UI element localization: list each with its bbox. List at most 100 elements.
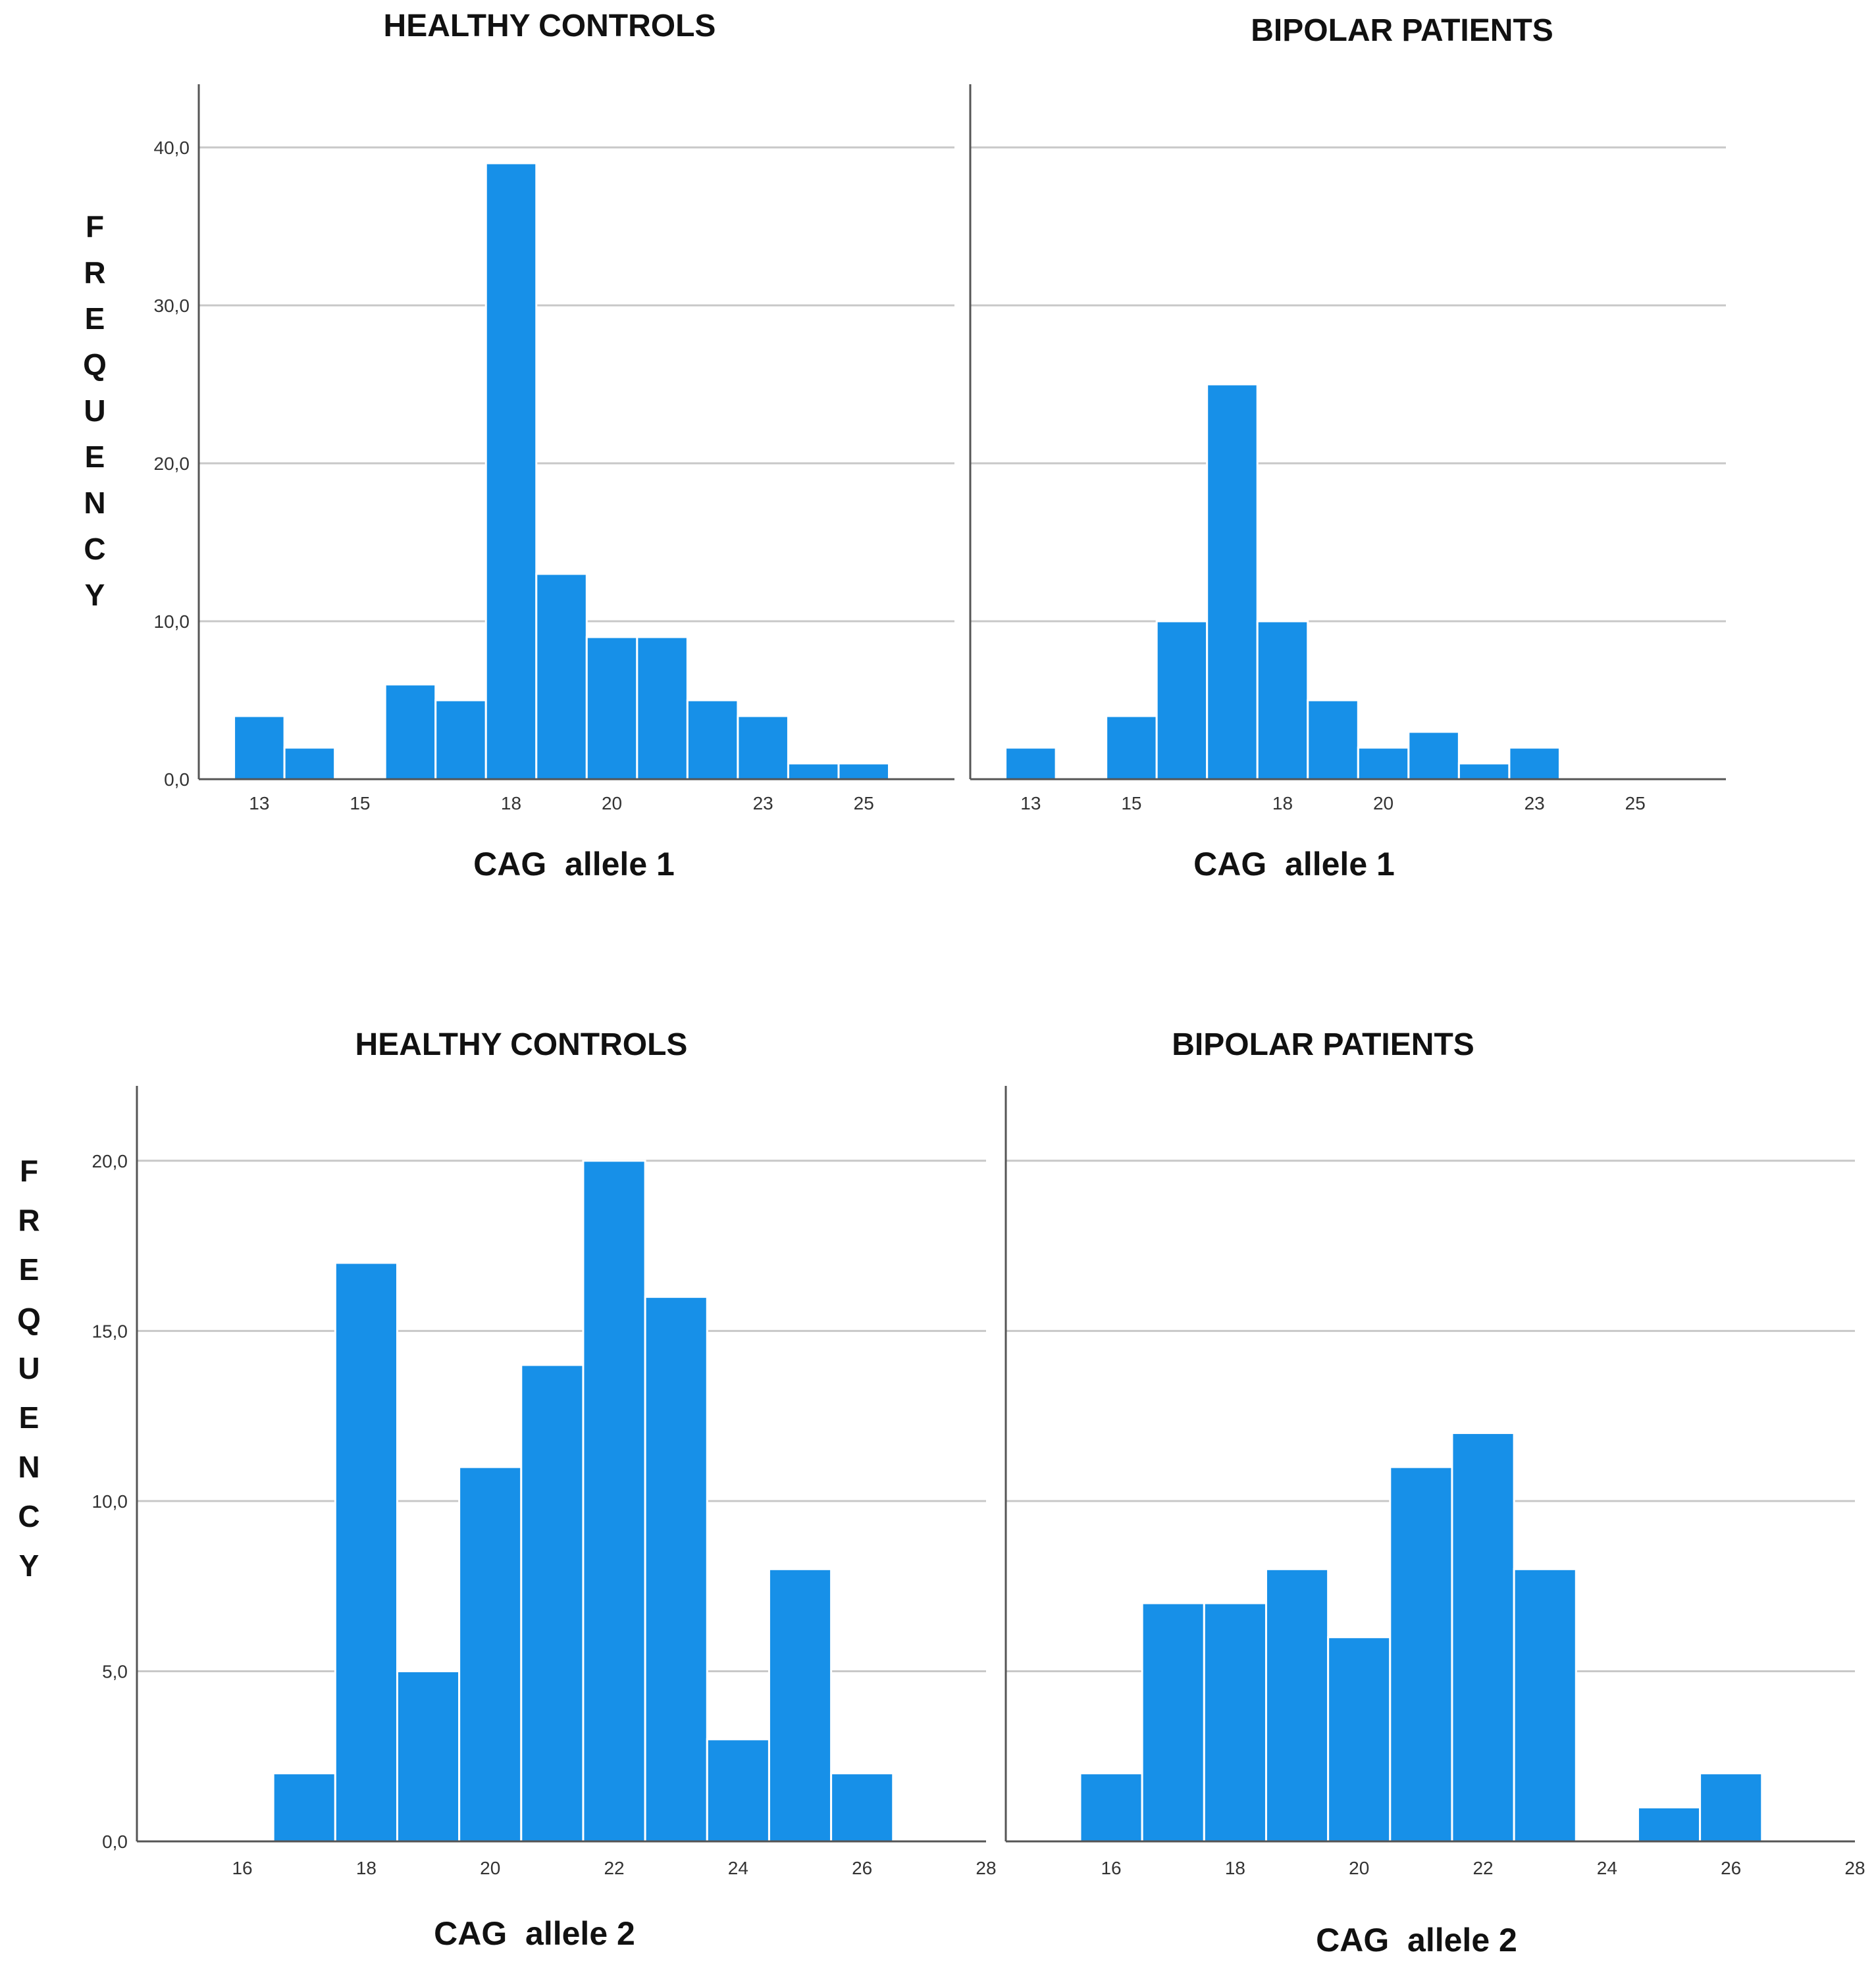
y-tick-label: 30,0 xyxy=(154,295,190,316)
bar-23 xyxy=(737,715,789,781)
bar-20 xyxy=(458,1466,523,1843)
bar-19 xyxy=(396,1670,461,1843)
y-axis-label-letter: F xyxy=(20,1154,38,1188)
y-axis-label-letter: Y xyxy=(19,1549,39,1583)
bar-19 xyxy=(1307,699,1359,781)
x-tick-label: 20 xyxy=(1349,1858,1369,1878)
x-tick-label: 25 xyxy=(1625,793,1646,813)
panel-title: HEALTHY CONTROLS xyxy=(355,1027,688,1062)
x-tick-label: 24 xyxy=(1597,1858,1617,1878)
bar-21 xyxy=(520,1364,585,1843)
y-tick-label: 10,0 xyxy=(92,1491,128,1512)
y-tick-label: 20,0 xyxy=(92,1151,128,1171)
bar-26 xyxy=(1699,1772,1763,1843)
x-tick-label: 22 xyxy=(1472,1858,1493,1878)
bar-20 xyxy=(1327,1636,1392,1843)
bar-16 xyxy=(384,683,437,781)
y-axis-label-letter: C xyxy=(18,1499,39,1533)
y-axis-label-letter: E xyxy=(85,301,105,336)
x-tick-label: 13 xyxy=(1020,793,1041,813)
bar-22 xyxy=(582,1160,646,1843)
bar-22 xyxy=(1451,1431,1515,1843)
bar-14 xyxy=(283,746,336,781)
bar-16 xyxy=(1079,1772,1143,1843)
x-tick-label: 18 xyxy=(1225,1858,1245,1878)
y-tick-label: 0,0 xyxy=(102,1832,128,1852)
bar-19 xyxy=(535,573,588,781)
x-tick-label: 26 xyxy=(852,1858,872,1878)
x-tick-label: 20 xyxy=(1373,793,1394,813)
y-axis-label-letter: C xyxy=(84,532,105,566)
bar-24 xyxy=(787,762,840,781)
y-axis-label-letter: R xyxy=(18,1203,39,1237)
x-tick-label: 20 xyxy=(602,793,622,813)
bar-25 xyxy=(837,762,891,781)
bar-25 xyxy=(1636,1806,1702,1843)
y-tick-label: 15,0 xyxy=(92,1321,128,1341)
x-axis-label: CAG allele 2 xyxy=(1316,1922,1517,1959)
bar-13 xyxy=(1004,746,1057,781)
bar-18 xyxy=(334,1262,398,1843)
x-tick-label: 26 xyxy=(1721,1858,1741,1878)
x-tick-label: 18 xyxy=(1272,793,1293,813)
y-axis-label-letter: R xyxy=(84,255,105,290)
y-axis-label-letter: N xyxy=(84,486,105,520)
y-axis-label-letter: F xyxy=(86,209,104,243)
bar-25 xyxy=(768,1568,833,1843)
bar-15 xyxy=(1105,715,1158,781)
x-tick-label: 24 xyxy=(728,1858,748,1878)
y-axis-label-letter: Q xyxy=(83,347,107,382)
y-tick-label: 5,0 xyxy=(102,1661,128,1681)
panel-title: BIPOLAR PATIENTS xyxy=(1251,13,1553,48)
bar-22 xyxy=(1457,762,1511,781)
bar-24 xyxy=(706,1738,770,1843)
x-tick-label: 15 xyxy=(350,793,370,813)
x-tick-label: 20 xyxy=(480,1858,500,1878)
panel-title: HEALTHY CONTROLS xyxy=(384,9,716,43)
x-tick-label: 15 xyxy=(1121,793,1141,813)
y-tick-label: 0,0 xyxy=(164,769,190,790)
y-axis-label-letter: U xyxy=(18,1351,39,1385)
bar-18 xyxy=(1256,620,1309,781)
x-tick-label: 18 xyxy=(356,1858,377,1878)
x-tick-label: 22 xyxy=(604,1858,624,1878)
bar-23 xyxy=(1508,746,1561,781)
bar-23 xyxy=(644,1296,708,1843)
y-axis-label-letter: E xyxy=(19,1252,39,1287)
y-axis-label-letter: E xyxy=(85,440,105,474)
y-tick-label: 20,0 xyxy=(154,453,190,474)
y-axis-label-letter: Q xyxy=(17,1302,41,1336)
bar-21 xyxy=(636,636,689,781)
bar-20 xyxy=(1357,746,1410,781)
bar-16 xyxy=(1155,620,1209,781)
bar-21 xyxy=(1389,1466,1453,1843)
bar-17 xyxy=(272,1772,336,1843)
x-tick-label: 23 xyxy=(1524,793,1545,813)
bar-22 xyxy=(686,699,739,781)
x-tick-label: 23 xyxy=(753,793,773,813)
y-axis-label-letter: U xyxy=(84,394,105,428)
x-tick-label: 18 xyxy=(501,793,521,813)
panel-title: BIPOLAR PATIENTS xyxy=(1172,1027,1474,1062)
y-tick-label: 10,0 xyxy=(154,611,190,632)
x-axis-label: CAG allele 1 xyxy=(1193,846,1395,883)
y-axis-label-letter: Y xyxy=(85,578,105,612)
bar-17 xyxy=(1206,383,1259,781)
bar-18 xyxy=(484,162,538,781)
x-axis-label: CAG allele 2 xyxy=(434,1915,635,1952)
y-axis-label-letter: N xyxy=(18,1450,39,1484)
bar-13 xyxy=(233,715,286,781)
x-tick-label: 28 xyxy=(1844,1858,1865,1878)
y-tick-label: 40,0 xyxy=(154,138,190,158)
bar-19 xyxy=(1264,1568,1330,1843)
bar-20 xyxy=(585,636,638,781)
x-tick-label: 13 xyxy=(249,793,269,813)
bar-18 xyxy=(1203,1602,1267,1843)
bar-26 xyxy=(830,1772,895,1843)
bar-17 xyxy=(434,699,487,781)
bar-23 xyxy=(1513,1568,1577,1843)
x-axis-label: CAG allele 1 xyxy=(473,846,675,883)
x-tick-label: 16 xyxy=(232,1858,252,1878)
bar-17 xyxy=(1141,1602,1205,1843)
